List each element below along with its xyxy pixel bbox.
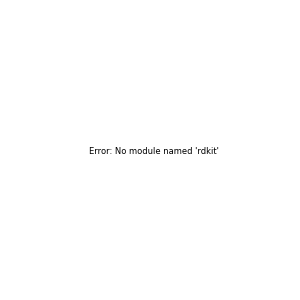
Text: Error: No module named 'rdkit': Error: No module named 'rdkit' (89, 147, 219, 156)
